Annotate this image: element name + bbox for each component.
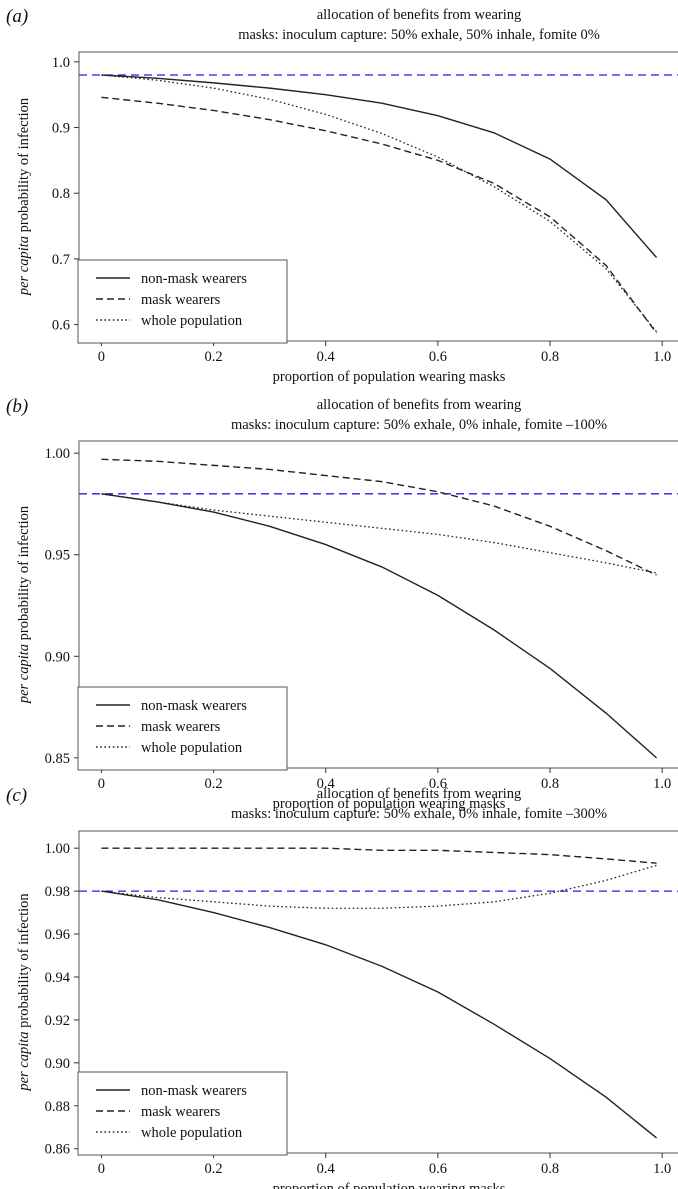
x-tick-label: 0.4 — [317, 349, 336, 365]
chart-title-line: allocation of benefits from wearing — [317, 786, 522, 802]
y-axis-label: per capita probability of infection — [16, 97, 32, 296]
y-tick-label: 0.6 — [52, 318, 70, 334]
x-tick-label: 0.8 — [541, 1161, 559, 1177]
plot-frame — [78, 830, 678, 1154]
y-tick-label: 0.92 — [45, 1013, 70, 1029]
y-axis-label-rest: probability of infection — [16, 505, 32, 644]
legend-box — [77, 259, 288, 344]
x-tick-label: 0 — [98, 349, 105, 365]
y-tick-label: 0.90 — [45, 649, 70, 665]
legend-label: whole population — [141, 313, 243, 329]
y-tick-label: 1.00 — [45, 841, 70, 857]
legend: non-mask wearers mask wearers whole popula… — [77, 686, 288, 771]
legend-label: mask wearers — [141, 292, 221, 308]
panel-tag: (a) — [6, 6, 28, 27]
series-line-non-mask-wearers — [101, 493, 658, 759]
x-tick-label: 0.4 — [317, 776, 336, 792]
panel-tag: (c) — [6, 785, 27, 806]
legend: non-mask wearers mask wearers whole popula… — [77, 1071, 288, 1156]
y-tick-label: 0.95 — [45, 548, 70, 564]
y-tick-label: 1.00 — [45, 446, 70, 462]
x-tick-label: 0.6 — [429, 1161, 447, 1177]
series-line-whole-population — [101, 493, 657, 574]
x-axis-label: proportion of population wearing masks — [273, 1181, 506, 1189]
x-axis-label: proportion of population wearing masks — [273, 796, 506, 812]
legend-label: mask wearers — [141, 719, 221, 735]
y-tick-label: 0.9 — [52, 121, 70, 137]
x-tick-label: 0.2 — [205, 349, 223, 365]
y-tick-label: 1.0 — [52, 55, 70, 71]
series-line-whole-population — [101, 864, 657, 909]
x-tick-label: 0.2 — [205, 1161, 223, 1177]
y-tick-label: 0.90 — [45, 1056, 70, 1072]
y-axis-label: per capita probability of infection — [16, 893, 32, 1092]
chart-panel: (b) allocation of benefits from wearing ma… — [6, 396, 678, 812]
x-tick-label: 1.0 — [653, 1161, 671, 1177]
y-tick-label: 0.85 — [45, 751, 70, 767]
series-line-mask-wearers — [101, 458, 657, 576]
y-axis-label: per capita probability of infection — [16, 505, 32, 704]
chart-title-line: masks: inoculum capture: 50% exhale, 0% … — [231, 417, 607, 433]
legend: non-mask wearers mask wearers whole popula… — [77, 259, 288, 344]
legend-label: whole population — [141, 740, 243, 756]
chart-title-line: allocation of benefits from wearing — [317, 397, 522, 413]
x-tick-label: 1.0 — [653, 349, 671, 365]
series-line-mask-wearers — [101, 96, 658, 334]
x-tick-label: 0.2 — [205, 776, 223, 792]
y-axis-label-italic: per capita — [16, 644, 32, 704]
x-tick-label: 0 — [98, 1161, 105, 1177]
chart-title-line: allocation of benefits from wearing — [317, 7, 522, 23]
y-tick-label: 0.7 — [52, 252, 70, 268]
series-line-non-mask-wearers — [101, 74, 658, 259]
panel-tag: (b) — [6, 396, 28, 417]
series-line-non-mask-wearers — [101, 890, 658, 1139]
x-tick-label: 0.6 — [429, 776, 447, 792]
legend-box — [77, 686, 288, 771]
y-tick-label: 0.98 — [45, 884, 70, 900]
y-tick-label: 0.94 — [45, 970, 71, 986]
chart-title-line: masks: inoculum capture: 50% exhale, 0% … — [231, 806, 607, 822]
x-tick-label: 0.8 — [541, 776, 559, 792]
y-tick-label: 0.96 — [45, 927, 70, 943]
y-axis-label-rest: probability of infection — [16, 893, 32, 1032]
y-tick-label: 0.86 — [45, 1142, 70, 1158]
y-tick-label: 0.88 — [45, 1099, 70, 1115]
legend-box — [77, 1071, 288, 1156]
y-axis-label-rest: probability of infection — [16, 97, 32, 236]
y-axis-label-italic: per capita — [16, 1031, 32, 1091]
legend-label: non-mask wearers — [141, 698, 247, 714]
x-axis-label: proportion of population wearing masks — [273, 369, 506, 385]
legend-label: non-mask wearers — [141, 1083, 247, 1099]
y-tick-label: 0.8 — [52, 186, 70, 202]
x-tick-label: 1.0 — [653, 776, 671, 792]
plot-frame — [78, 51, 678, 342]
series-line-mask-wearers — [101, 847, 657, 864]
chart-panel: (c) allocation of benefits from wearing ma… — [6, 785, 678, 1189]
x-tick-label: 0.4 — [317, 1161, 336, 1177]
x-tick-label: 0.6 — [429, 349, 447, 365]
y-axis-label-italic: per capita — [16, 236, 32, 296]
x-tick-label: 0 — [98, 776, 105, 792]
legend-label: whole population — [141, 1125, 243, 1141]
x-tick-label: 0.8 — [541, 349, 559, 365]
legend-label: non-mask wearers — [141, 271, 247, 287]
plot-frame — [78, 440, 678, 769]
chart-title-line: masks: inoculum capture: 50% exhale, 50%… — [238, 27, 600, 43]
legend-label: mask wearers — [141, 1104, 221, 1120]
chart-panel: (a) allocation of benefits from wearing ma… — [6, 6, 678, 385]
